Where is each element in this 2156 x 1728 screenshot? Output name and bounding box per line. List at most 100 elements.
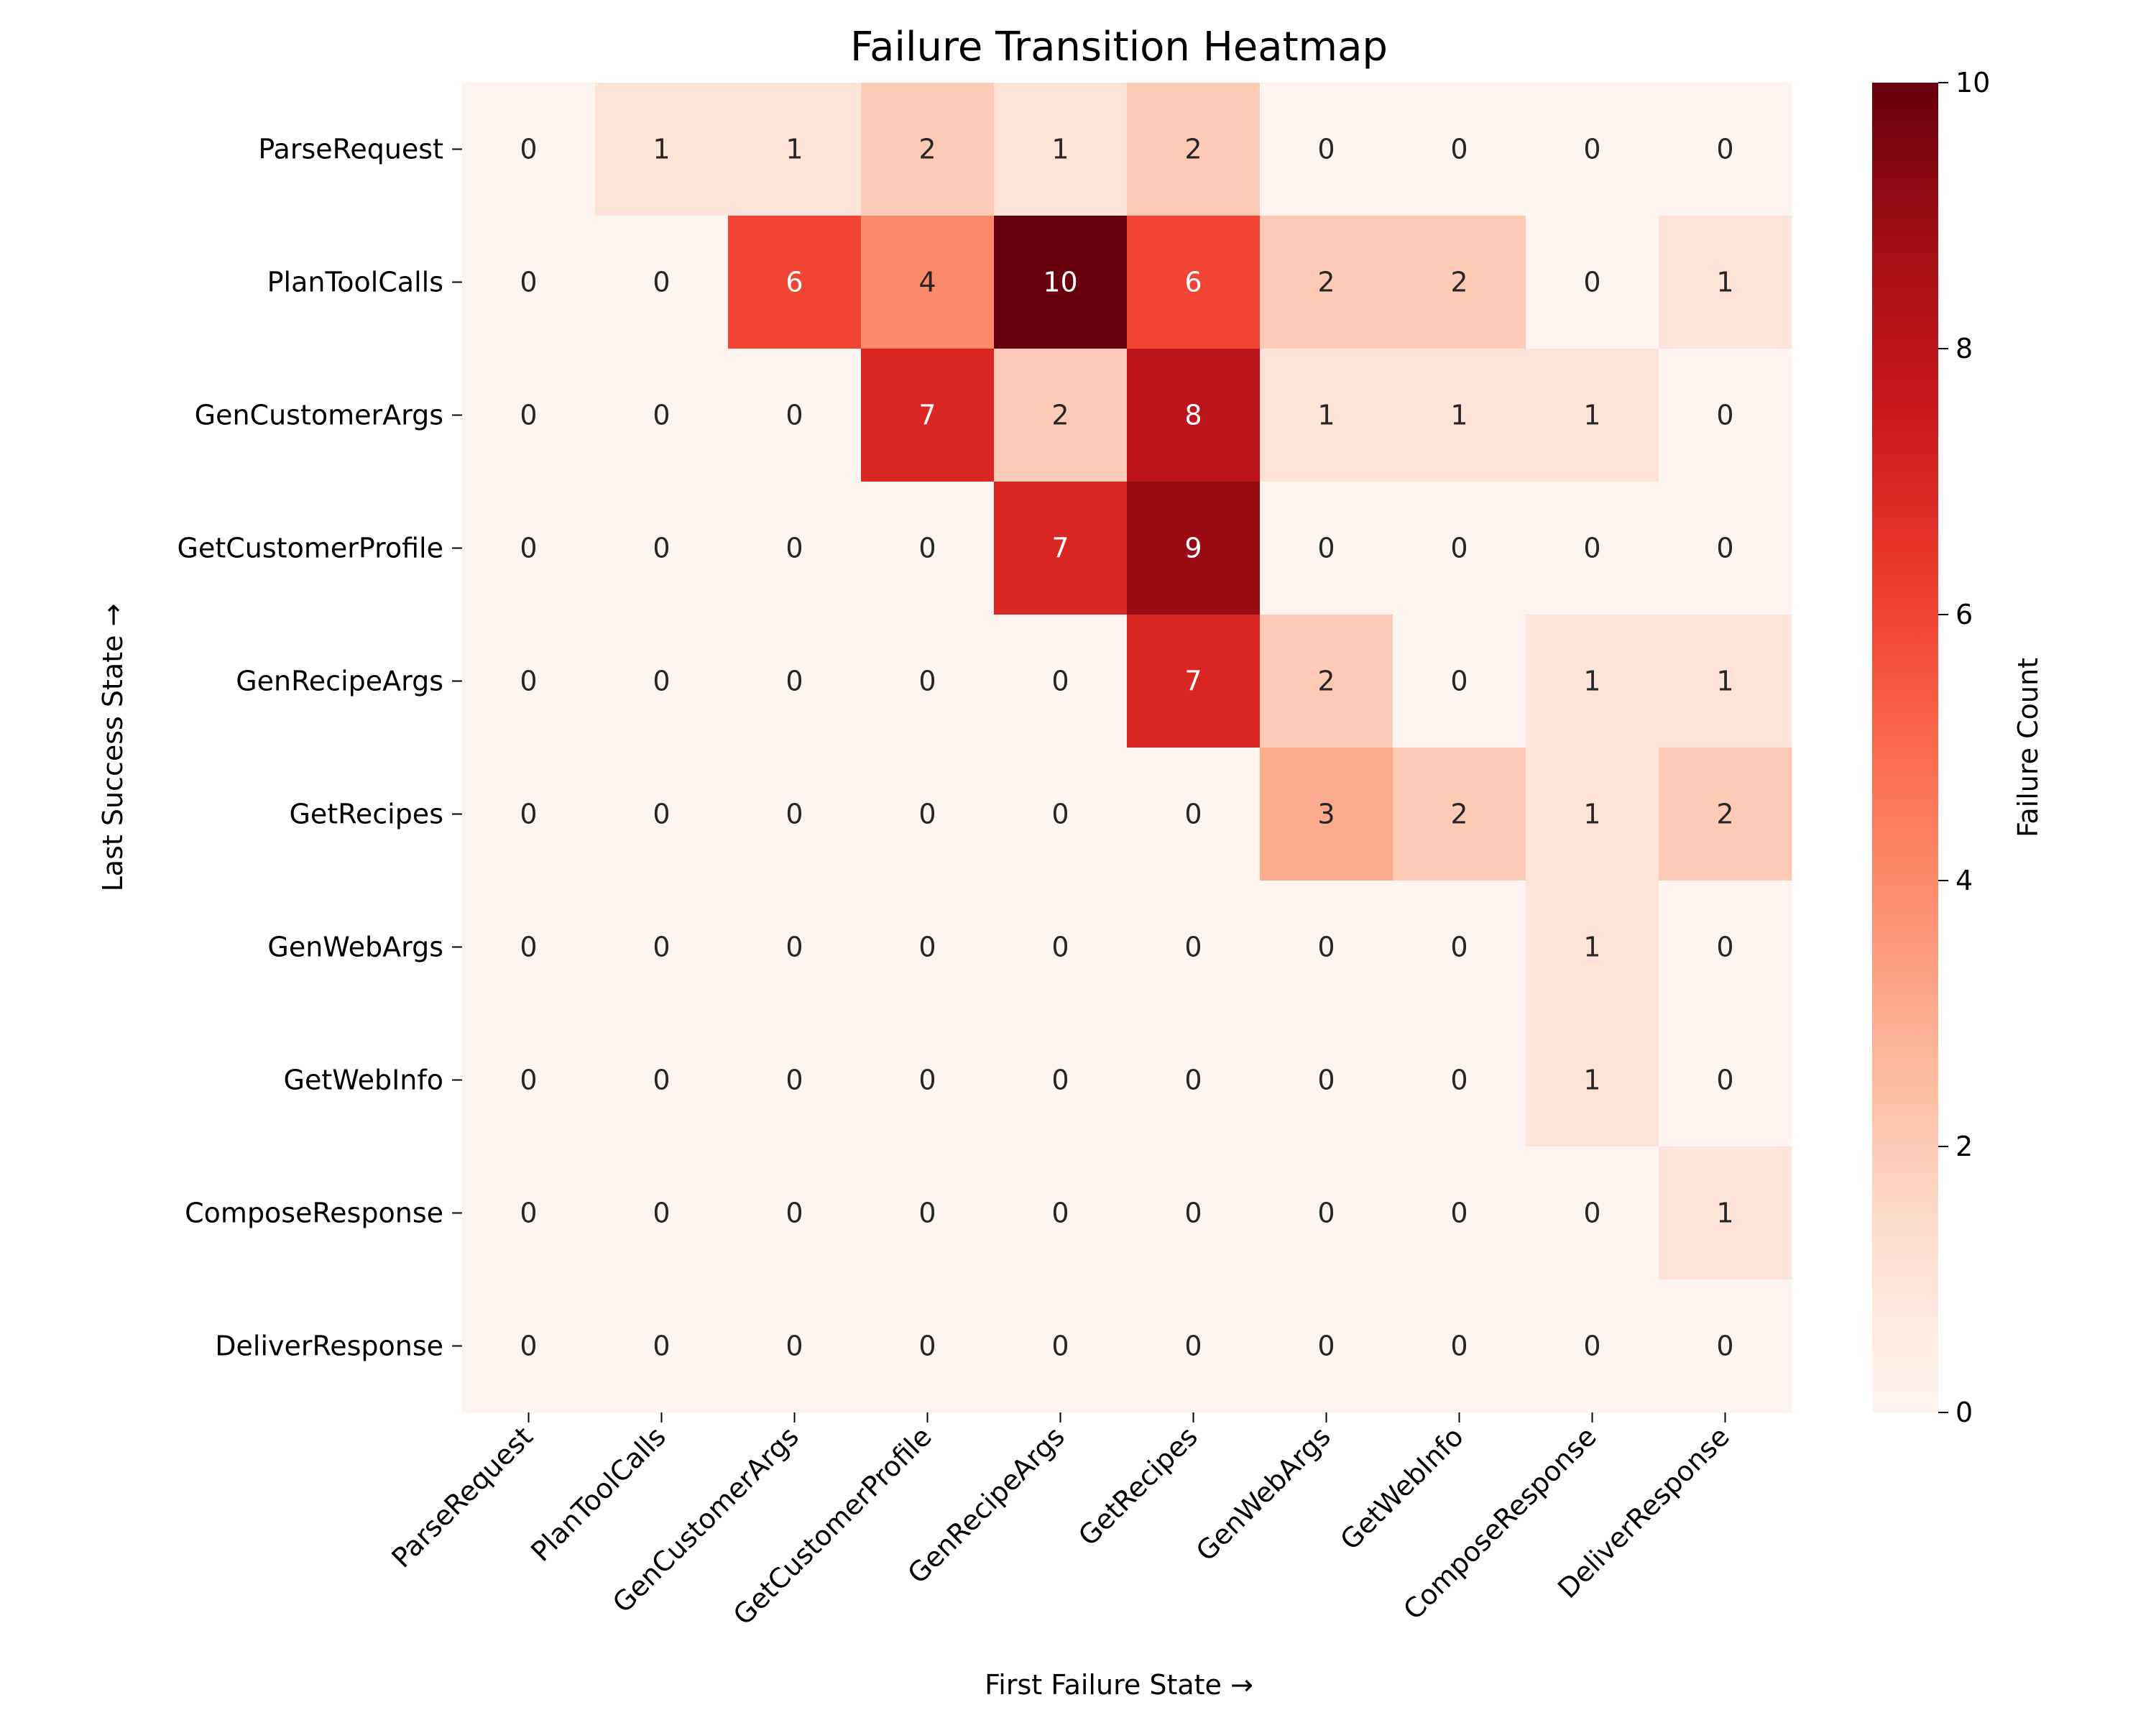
colorbar-tick-label: 10	[1955, 67, 1990, 98]
cell-value-label: 1	[1583, 799, 1600, 830]
heatmap-cell	[994, 83, 1128, 216]
colorbar-tick-label: 0	[1955, 1397, 1973, 1428]
heatmap-cell	[861, 349, 995, 482]
cell-value-label: 0	[1716, 400, 1733, 431]
cell-value-label: 0	[653, 932, 670, 963]
y-tick-label: GenCustomerArgs	[195, 400, 443, 431]
heatmap-cell	[994, 1014, 1128, 1147]
cell-value-label: 0	[1184, 1065, 1202, 1096]
heatmap-cell	[462, 349, 596, 482]
y-tick-label: ParseRequest	[258, 134, 443, 165]
heatmap-cell	[462, 1146, 596, 1280]
heatmap-cell	[861, 83, 995, 216]
heatmap-cell	[595, 615, 729, 748]
cell-value-label: 0	[1051, 1065, 1069, 1096]
cell-value-label: 0	[653, 666, 670, 697]
heatmap-cell	[595, 83, 729, 216]
heatmap-cell	[1393, 881, 1526, 1014]
cell-value-label: 0	[786, 1198, 803, 1229]
cell-value-label: 0	[653, 267, 670, 298]
heatmap-cell	[1260, 349, 1393, 482]
cell-value-label: 0	[653, 400, 670, 431]
cell-value-label: 2	[1716, 799, 1733, 830]
cell-value-label: 0	[1051, 799, 1069, 830]
cell-value-label: 0	[1450, 134, 1468, 165]
cell-value-label: 0	[918, 1198, 936, 1229]
cell-value-label: 1	[1716, 267, 1733, 298]
heatmap-cell	[462, 748, 596, 881]
cell-value-label: 1	[1716, 666, 1733, 697]
heatmap-cell	[728, 1014, 862, 1147]
heatmap-cell	[1260, 748, 1393, 881]
heatmap-cell	[994, 615, 1128, 748]
cell-value-label: 0	[1716, 1065, 1733, 1096]
y-tick-label: GetWebInfo	[284, 1065, 444, 1096]
cell-value-label: 7	[1184, 666, 1202, 697]
heatmap-cell	[1393, 1146, 1526, 1280]
cell-value-label: 0	[1051, 932, 1069, 963]
heatmap-cell	[1659, 216, 1792, 349]
heatmap-cell	[1526, 1279, 1659, 1413]
cell-value-label: 3	[1317, 799, 1335, 830]
cell-value-label: 0	[1716, 1331, 1733, 1362]
heatmap-cell	[595, 216, 729, 349]
cell-value-label: 0	[1450, 1065, 1468, 1096]
cell-value-label: 0	[1450, 932, 1468, 963]
cell-value-label: 0	[786, 533, 803, 564]
heatmap-cell	[1393, 615, 1526, 748]
cell-value-label: 1	[1051, 134, 1069, 165]
heatmap-cell	[994, 881, 1128, 1014]
heatmap-cell	[462, 83, 596, 216]
heatmap-cell	[1393, 748, 1526, 881]
heatmap-cell	[1127, 482, 1261, 615]
cell-value-label: 1	[1583, 1065, 1600, 1096]
heatmap-cell	[462, 881, 596, 1014]
heatmap-cell	[1260, 615, 1393, 748]
heatmap-cell	[861, 482, 995, 615]
cell-value-label: 2	[1450, 267, 1468, 298]
heatmap-cell	[728, 748, 862, 881]
heatmap-cell	[1659, 83, 1792, 216]
heatmap-cell	[1526, 349, 1659, 482]
cell-value-label: 2	[1317, 666, 1335, 697]
cell-value-label: 1	[1450, 400, 1468, 431]
cell-value-label: 2	[1317, 267, 1335, 298]
heatmap-cell	[595, 349, 729, 482]
heatmap-cell	[1659, 482, 1792, 615]
colorbar-tick-label: 2	[1955, 1131, 1973, 1162]
cell-value-label: 0	[653, 1065, 670, 1096]
heatmap-cell	[1659, 748, 1792, 881]
heatmap-cell	[1393, 1279, 1526, 1413]
heatmap-cell	[994, 748, 1128, 881]
heatmap-cell	[728, 349, 862, 482]
colorbar-tick-label: 4	[1955, 865, 1973, 896]
heatmap-cell	[861, 216, 995, 349]
heatmap-cell	[595, 748, 729, 881]
heatmap-cell	[728, 83, 862, 216]
y-tick-label: GetCustomerProfile	[178, 533, 443, 564]
cell-value-label: 0	[786, 1331, 803, 1362]
cell-value-label: 0	[1450, 1198, 1468, 1229]
heatmap-cell	[1526, 1014, 1659, 1147]
heatmap-cell	[1526, 216, 1659, 349]
cell-value-label: 0	[918, 799, 936, 830]
cell-value-label: 0	[1450, 1331, 1468, 1362]
cell-value-label: 4	[918, 267, 936, 298]
heatmap-cell	[462, 216, 596, 349]
cell-value-label: 0	[1317, 134, 1335, 165]
cell-value-label: 0	[1317, 1065, 1335, 1096]
cell-value-label: 0	[1716, 134, 1733, 165]
cell-value-label: 0	[520, 400, 537, 431]
cell-value-label: 0	[653, 533, 670, 564]
cell-value-label: 0	[918, 932, 936, 963]
heatmap-cell	[1127, 881, 1261, 1014]
y-tick-labels: ParseRequest PlanToolCalls GenCustomerArgs…	[178, 134, 462, 1362]
heatmap-cell	[1260, 216, 1393, 349]
heatmap-cell	[861, 1279, 995, 1413]
cell-value-label: 1	[1583, 932, 1600, 963]
heatmap-cells: 0 1 1 2 1 2 0 0 0 00 0 6 4 10 6 2 2 0 10 0 0 7 2 8 1 1 1 00 0 0 0 7 9 0 0 0…	[462, 83, 1792, 1413]
heatmap-cell	[1659, 881, 1792, 1014]
colorbar-tick-label: 6	[1955, 599, 1973, 630]
cell-value-label: 0	[520, 932, 537, 963]
cell-value-label: 7	[1051, 533, 1069, 564]
